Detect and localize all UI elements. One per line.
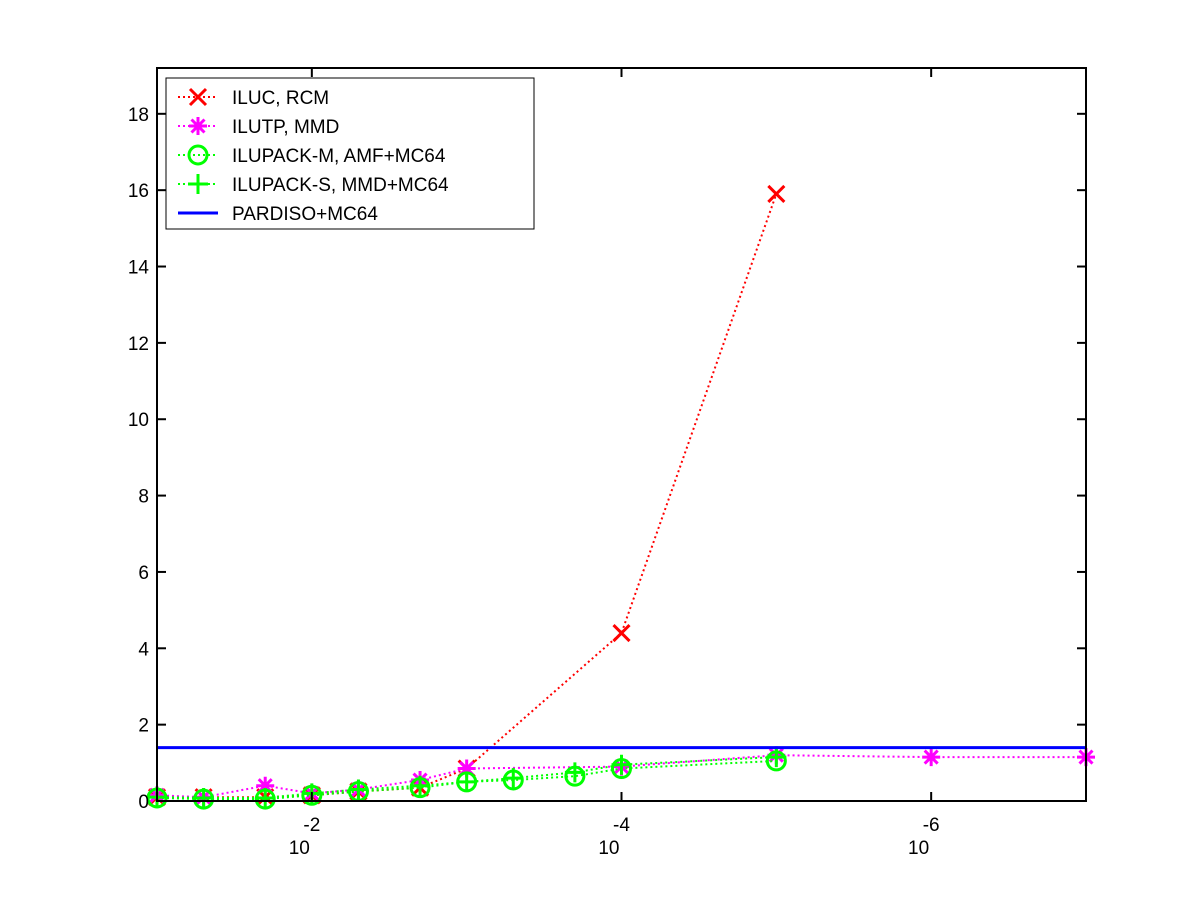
legend-box <box>165 77 535 230</box>
data-point-1-9 <box>922 748 941 767</box>
y-tick-label-3: 6 <box>138 563 149 584</box>
legend-label-0: ILUC, RCM <box>232 88 329 109</box>
data-point-0-8 <box>767 184 786 204</box>
x-tick-label-exp-0: -2 <box>303 815 320 836</box>
data-point-3-9 <box>611 754 632 775</box>
data-point-3-10 <box>766 747 787 768</box>
data-point-3-8 <box>564 762 585 783</box>
legend-marker-2 <box>187 144 209 166</box>
data-point-3-2 <box>255 787 276 808</box>
x-tick-label-base-2: 10 <box>908 838 929 859</box>
y-tick-label-0: 0 <box>138 792 149 813</box>
y-tick-label-8: 16 <box>128 181 149 202</box>
data-point-1-2 <box>256 776 275 795</box>
data-point-3-5 <box>410 775 431 796</box>
y-tick-label-4: 8 <box>138 487 149 508</box>
data-point-3-6 <box>456 771 477 792</box>
series-line-0 <box>157 193 778 799</box>
y-tick-label-9: 18 <box>128 105 149 126</box>
y-tick-label-1: 2 <box>138 716 149 737</box>
y-tick-label-7: 14 <box>128 258 150 279</box>
data-point-0-7 <box>612 623 631 643</box>
legend-label-4: PARDISO+MC64 <box>232 204 378 225</box>
legend-marker-3 <box>188 174 208 194</box>
x-tick-label-exp-2: -6 <box>923 815 940 836</box>
legend-marker-0 <box>188 87 208 107</box>
legend: ILUC, RCM ILUTP, MMD ILUPACK-M, AMF+MC64 IL… <box>165 77 535 230</box>
x-tick-label-base-0: 10 <box>289 838 310 859</box>
legend-label-1: ILUTP, MMD <box>232 117 339 138</box>
legend-marker-1 <box>189 117 207 135</box>
legend-label-2: ILUPACK-M, AMF+MC64 <box>232 146 446 167</box>
y-tick-label-6: 12 <box>128 334 149 355</box>
data-point-3-1 <box>193 787 214 808</box>
data-point-3-4 <box>348 779 369 800</box>
y-tick-label-2: 4 <box>138 639 149 660</box>
legend-label-3: ILUPACK-S, MMD+MC64 <box>232 175 449 196</box>
data-point-1-6 <box>457 759 476 778</box>
data-point-3-7 <box>503 768 524 789</box>
y-tick-label-5: 10 <box>128 410 149 431</box>
x-tick-label-exp-1: -4 <box>613 815 630 836</box>
x-tick-label-base-1: 10 <box>598 838 619 859</box>
plot-marks <box>146 184 1095 810</box>
